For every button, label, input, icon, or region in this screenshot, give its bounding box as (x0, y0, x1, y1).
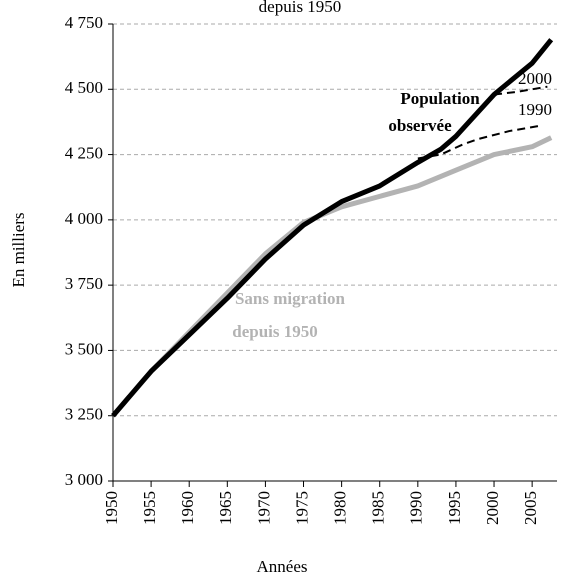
x-tick-label: 2000 (483, 491, 502, 525)
x-tick-label: 1990 (407, 491, 426, 525)
series-line (111, 135, 553, 418)
x-tick-label: 1975 (292, 491, 311, 525)
x-tick-label: 1970 (254, 491, 273, 525)
x-axis-label: Années (257, 557, 308, 576)
annotation: depuis 1950 (232, 322, 318, 341)
series-line (111, 38, 554, 418)
x-tick-label: 1960 (178, 491, 197, 525)
y-tick-label: 3 250 (65, 405, 103, 424)
y-axis-label: En milliers (9, 212, 28, 287)
y-tick-label: 4 000 (65, 209, 103, 228)
y-tick-label: 4 250 (65, 143, 103, 162)
annotation: Sans migration (235, 289, 346, 308)
x-tick-label: 1985 (369, 491, 388, 525)
x-tick-label: 1955 (140, 491, 159, 525)
chart-title: depuis 1950 (259, 0, 342, 16)
projection-label: 1990 (518, 100, 552, 119)
series-line (493, 85, 548, 96)
x-tick-label: 1980 (331, 491, 350, 525)
x-tick-label: 1950 (102, 491, 121, 525)
projection-label: 2000 (518, 69, 552, 88)
x-tick-label: 1965 (216, 491, 235, 525)
annotation: Population (400, 89, 480, 108)
y-tick-label: 3 500 (65, 339, 103, 358)
y-tick-label: 3 750 (65, 274, 103, 293)
y-tick-label: 3 000 (65, 470, 103, 489)
x-tick-label: 1995 (445, 491, 464, 525)
x-tick-label: 2005 (521, 491, 540, 525)
y-tick-label: 4 750 (65, 13, 103, 32)
annotation: observée (388, 116, 452, 135)
y-tick-label: 4 500 (65, 78, 103, 97)
series-line (417, 124, 540, 160)
